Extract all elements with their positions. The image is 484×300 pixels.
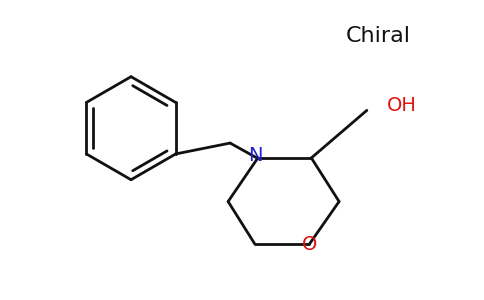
Text: Chiral: Chiral (346, 26, 411, 46)
Text: N: N (249, 146, 263, 165)
Text: O: O (302, 235, 317, 254)
Text: OH: OH (387, 96, 417, 115)
